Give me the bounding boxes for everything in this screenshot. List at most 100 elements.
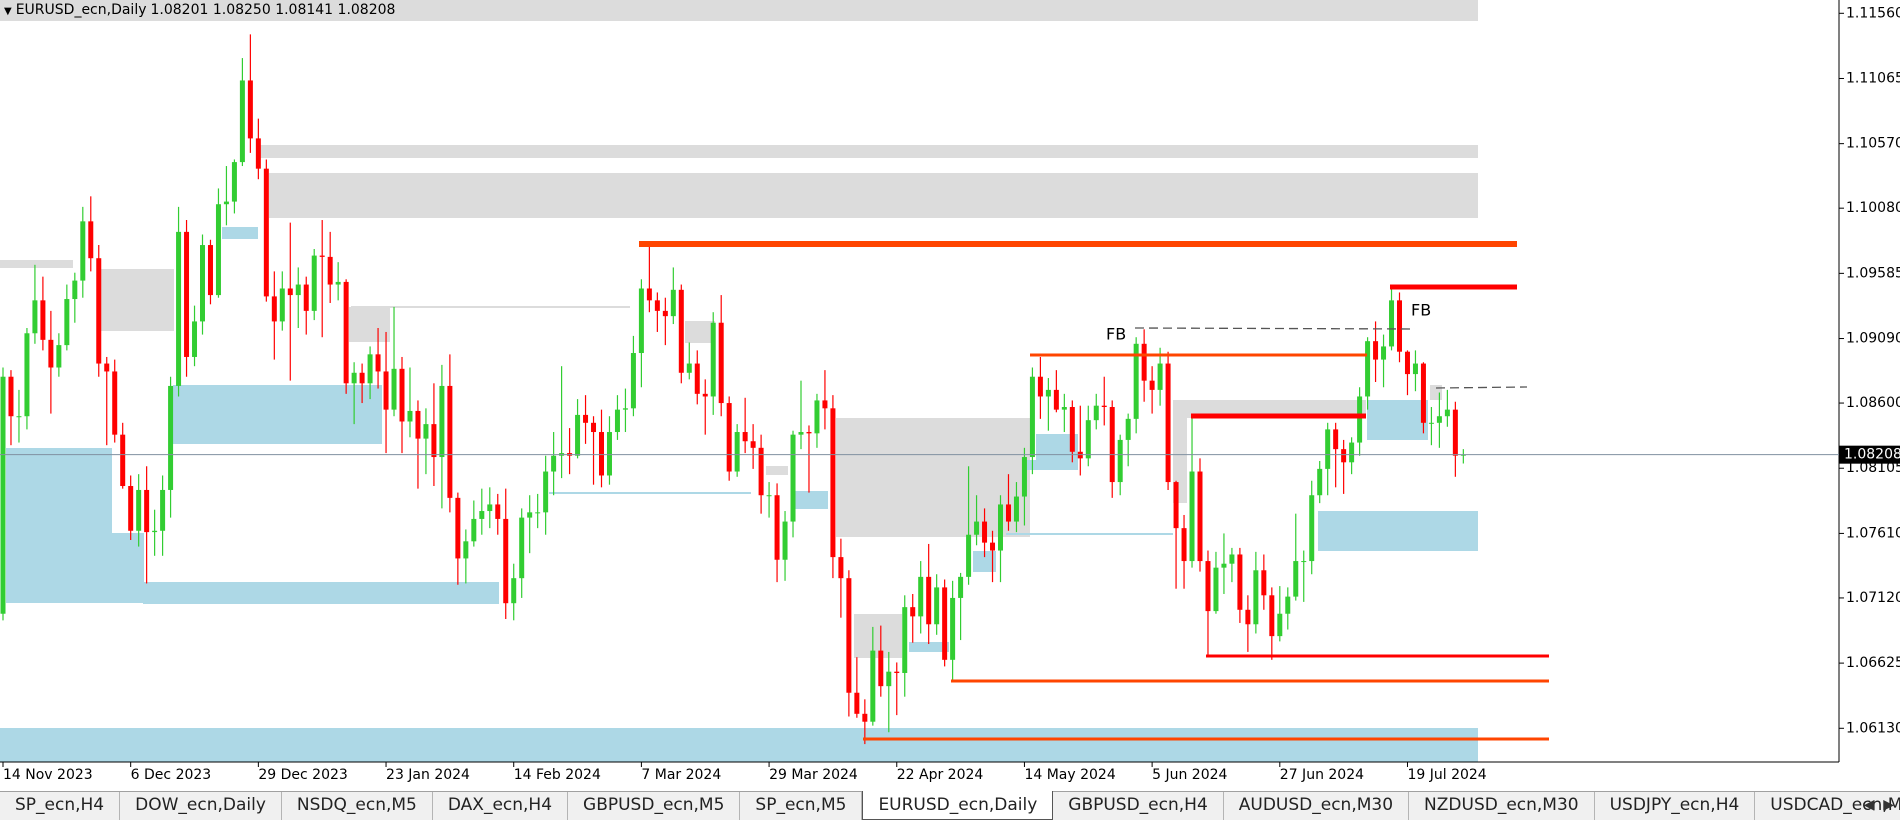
- candle-body: [96, 258, 102, 364]
- tab[interactable]: USDJPY_ecn,H4: [1595, 792, 1756, 820]
- candle-body: [0, 376, 6, 614]
- candle-body: [646, 288, 652, 301]
- candle-body: [192, 321, 198, 357]
- x-tick-label: 29 Dec 2023: [258, 767, 347, 783]
- y-tick-label: 1.11560: [1846, 5, 1900, 21]
- candle-body: [24, 333, 30, 417]
- candle-body: [48, 339, 54, 368]
- candle-body: [1381, 346, 1387, 360]
- tab[interactable]: DAX_ecn,H4: [433, 792, 569, 820]
- candle-body: [1389, 300, 1395, 347]
- tab[interactable]: GBPUSD_ecn,H4: [1053, 792, 1224, 820]
- y-tick-label: 1.11065: [1846, 70, 1900, 86]
- tab[interactable]: DOW_ecn,Daily: [120, 792, 282, 820]
- candle-body: [1125, 418, 1131, 440]
- candle-body: [846, 578, 852, 693]
- candle-body: [838, 557, 844, 579]
- candle-body: [1317, 468, 1323, 496]
- chart: FB FB 1.11560 1.11065 1.10570 1.10080 1.0958…: [0, 0, 1900, 783]
- candle-body: [104, 363, 110, 372]
- tab[interactable]: NSDQ_ecn,M5: [282, 792, 433, 820]
- candle-body: [1165, 363, 1171, 483]
- x-tick-label: 19 Jul 2024: [1407, 767, 1486, 783]
- candle-body: [247, 80, 253, 139]
- candle-body: [40, 300, 46, 340]
- zone: [0, 728, 1478, 762]
- candle-body: [391, 368, 397, 410]
- zone: [269, 173, 1478, 218]
- candle-body: [136, 489, 142, 531]
- candle-body: [223, 201, 229, 205]
- candle-body: [1205, 561, 1211, 612]
- tab[interactable]: GBPUSD_ecn,M5: [568, 792, 741, 820]
- candle-body: [614, 409, 620, 433]
- candle-body: [654, 300, 660, 311]
- candle-body: [974, 521, 980, 535]
- candle-body: [854, 692, 860, 714]
- x-tick-label: 29 Mar 2024: [769, 767, 858, 783]
- y-tick-label: 1.06130: [1846, 720, 1900, 736]
- zone: [766, 466, 788, 475]
- x-tick-label: 5 Jun 2024: [1152, 767, 1227, 783]
- candle-body: [535, 512, 541, 514]
- candle-body: [112, 371, 118, 435]
- candle-body: [1397, 300, 1402, 352]
- candle-body: [894, 671, 900, 673]
- candle-body: [1325, 429, 1331, 469]
- candle-body: [1197, 471, 1203, 562]
- candle-body: [527, 512, 533, 518]
- candle-body: [1237, 554, 1243, 610]
- candle-body: [934, 587, 940, 625]
- candle-body: [335, 281, 341, 285]
- candle-body: [287, 288, 293, 296]
- tab-scroll[interactable]: ◀ ▶: [1863, 797, 1894, 813]
- x-tick-label: 6 Dec 2023: [131, 767, 212, 783]
- tab[interactable]: SP_ecn,M5: [740, 792, 863, 820]
- quote: 1.08201 1.08250 1.08141 1.08208: [150, 2, 396, 18]
- candle-body: [942, 587, 948, 660]
- candle-body: [1085, 420, 1091, 459]
- candle-body: [1157, 363, 1163, 390]
- candle-body: [503, 518, 509, 604]
- tab[interactable]: AUDUSD_ecn,M30: [1224, 792, 1410, 820]
- candle-body: [207, 245, 213, 296]
- candle-body: [758, 447, 764, 496]
- candle-body: [80, 221, 86, 281]
- tab[interactable]: NZDUSD_ecn,M30: [1409, 792, 1595, 820]
- zone: [6, 448, 112, 603]
- candle-body: [1412, 363, 1418, 375]
- candle-body: [1285, 596, 1291, 614]
- candle-body: [511, 578, 517, 604]
- candle-body: [519, 517, 525, 579]
- candle-body: [311, 255, 317, 311]
- tab[interactable]: EURUSD_ecn,Daily: [862, 791, 1054, 820]
- candle-body: [591, 422, 597, 433]
- candle-body: [1293, 561, 1299, 597]
- candle-body: [1061, 407, 1067, 410]
- candle-body: [998, 504, 1003, 551]
- zone: [685, 321, 715, 343]
- candle-body: [1373, 341, 1379, 360]
- candle-body: [407, 410, 413, 422]
- candle-body: [1181, 528, 1187, 562]
- candle-body: [606, 432, 612, 476]
- candle-body: [798, 432, 804, 435]
- annotation: FB: [1106, 325, 1126, 344]
- candle-body: [479, 511, 485, 519]
- candle-body: [72, 280, 78, 300]
- candle-body: [255, 138, 261, 169]
- candle-body: [902, 607, 908, 673]
- candle-body: [303, 284, 309, 311]
- candle-body: [1245, 609, 1251, 625]
- candle-body: [1029, 376, 1035, 458]
- tab[interactable]: USDCAD_ecn,M30: [1755, 792, 1900, 820]
- candle-body: [439, 385, 445, 458]
- tab[interactable]: SP_ecn,H4: [0, 792, 121, 820]
- candle-body: [271, 296, 277, 322]
- candle-body: [750, 441, 756, 448]
- dashed-line: [1435, 386, 1528, 389]
- candle-body: [774, 495, 780, 560]
- candle-body: [1301, 561, 1307, 563]
- candle-body: [215, 204, 221, 296]
